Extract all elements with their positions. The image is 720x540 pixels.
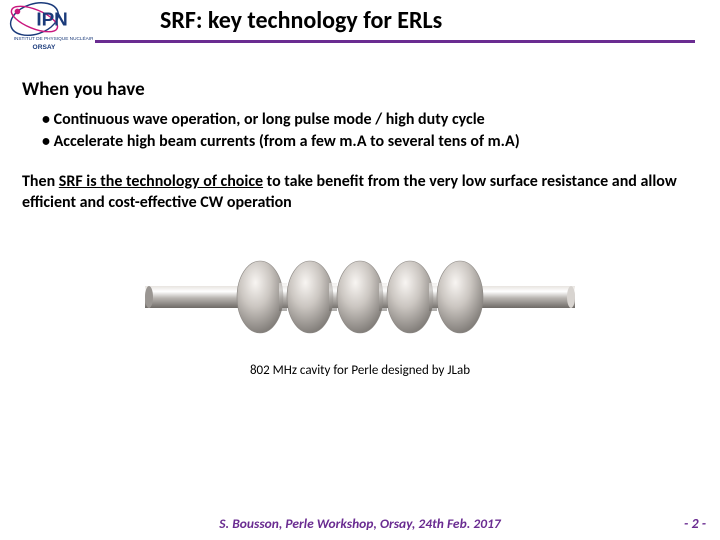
figure-caption: 802 MHz cavity for Perle designed by JLa…: [22, 363, 698, 378]
bullet-item: • Accelerate high beam currents (from a …: [42, 131, 698, 153]
logo-text-loc: ORSAY: [33, 44, 56, 51]
bullet-list: • Continuous wave operation, or long pul…: [42, 109, 698, 152]
page-number: - 2 -: [684, 515, 706, 532]
logo-text-main: IPN: [36, 10, 67, 31]
paragraph: Then SRF is the technology of choice to …: [22, 172, 698, 214]
bullet-item: • Continuous wave operation, or long pul…: [42, 109, 698, 131]
ipn-logo: IPN INSTITUT DE PHYSIQUE NUCLÉAIRE ORSAY: [8, 2, 93, 54]
slide-title: SRF: key technology for ERLs: [160, 6, 442, 35]
footer-text: S. Bousson, Perle Workshop, Orsay, 24th …: [0, 515, 720, 532]
section-heading: When you have: [22, 78, 698, 101]
cavity-diagram: [145, 242, 575, 352]
title-underline: [95, 40, 695, 43]
